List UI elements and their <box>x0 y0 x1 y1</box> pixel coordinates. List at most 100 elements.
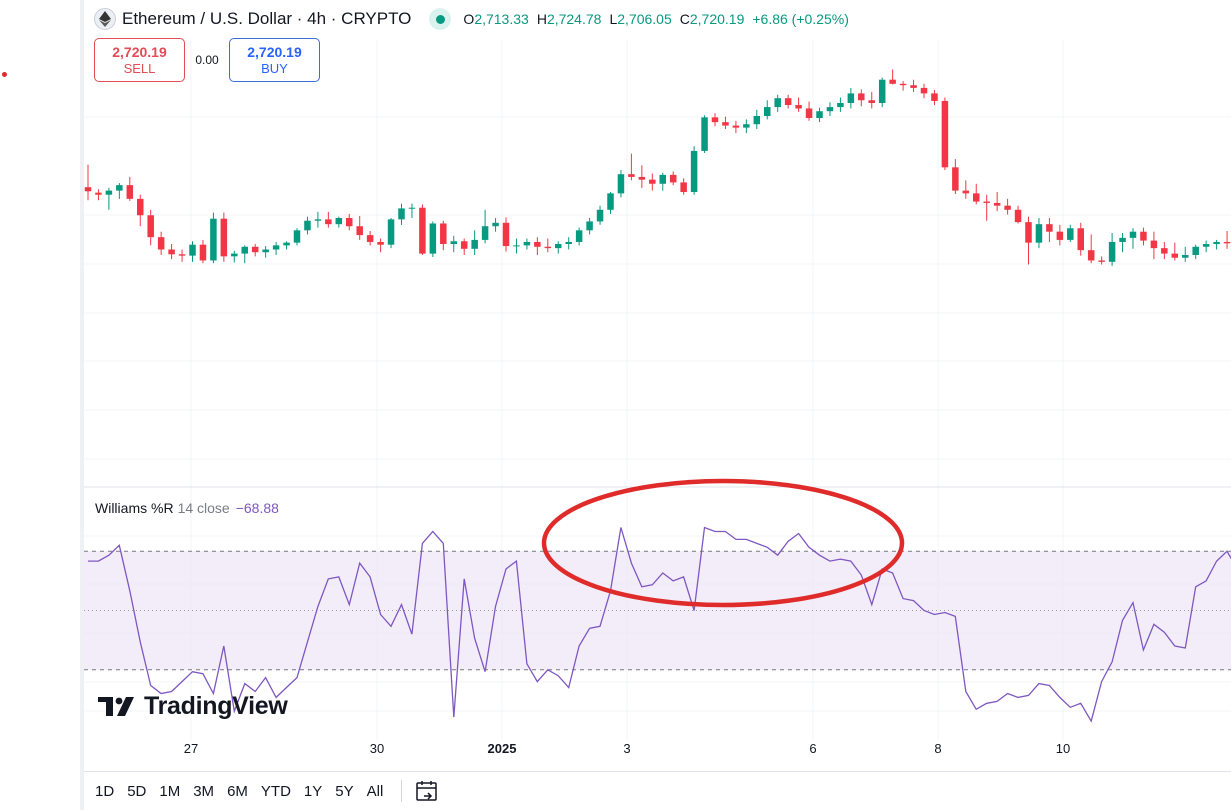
close-value: C2,720.19 <box>679 11 745 27</box>
candle-body <box>1192 246 1199 255</box>
candle <box>346 213 353 231</box>
go-to-date-button[interactable] <box>414 778 440 804</box>
open-value: O2,713.33 <box>463 11 529 27</box>
timeframe-3m-button[interactable]: 3M <box>193 782 215 800</box>
indicator-value: −68.88 <box>235 500 279 516</box>
candle-body <box>293 230 301 243</box>
market-open-status-icon[interactable] <box>429 8 452 30</box>
candle <box>1161 241 1168 260</box>
candle-body <box>805 108 813 119</box>
candle <box>596 205 604 225</box>
candle <box>335 216 343 228</box>
candle <box>628 153 635 181</box>
sell-button[interactable]: 2,720.19 SELL <box>94 38 185 82</box>
candle-body <box>272 245 280 250</box>
timeframe-ytd-button[interactable]: YTD <box>260 782 291 800</box>
date-label: 3 <box>623 741 631 756</box>
symbol-title[interactable]: Ethereum / U.S. Dollar · 4h · CRYPTO <box>122 9 412 28</box>
candle <box>753 109 761 129</box>
candle-body <box>450 241 457 245</box>
candle-body <box>168 249 175 255</box>
candle-body <box>628 174 635 177</box>
candle-body <box>732 125 740 128</box>
candle <box>816 107 823 123</box>
wpr-overbought-oversold-band <box>84 551 1231 670</box>
red-marker-dot <box>2 72 7 77</box>
candle <box>1108 233 1116 266</box>
timeframe-5y-button[interactable]: 5Y <box>335 782 354 800</box>
timeframe-all-button[interactable]: All <box>366 782 384 800</box>
candle <box>105 187 113 210</box>
candle <box>711 113 719 127</box>
candle <box>513 238 520 254</box>
candle-body <box>638 176 646 180</box>
candle <box>920 83 928 99</box>
candle <box>899 81 907 91</box>
candle-body <box>126 185 134 199</box>
candle-body <box>251 246 259 253</box>
date-label: 6 <box>809 741 817 756</box>
candle <box>429 221 437 258</box>
candle <box>387 218 395 249</box>
candle-body <box>931 93 938 101</box>
timeframe-1y-button[interactable]: 1Y <box>303 782 323 800</box>
candle-body <box>1046 224 1053 232</box>
candle-body <box>1150 240 1158 249</box>
candle <box>1171 242 1179 261</box>
candle-body <box>878 79 886 103</box>
candle <box>314 211 322 228</box>
candle <box>962 180 970 199</box>
candle <box>210 212 217 264</box>
candle-body <box>534 241 541 247</box>
annotation-ellipse[interactable] <box>541 478 905 608</box>
buy-button[interactable]: 2,720.19 BUY <box>229 38 320 82</box>
candle <box>983 194 990 221</box>
candle-body <box>774 98 781 108</box>
candle <box>565 237 572 250</box>
candle-body <box>993 202 1001 206</box>
candle-body <box>973 193 980 202</box>
spread-value: 0.00 <box>195 53 219 67</box>
candle <box>1202 240 1210 253</box>
candle-body <box>335 218 343 225</box>
candle-body <box>586 221 593 231</box>
toolbar-divider <box>80 0 84 810</box>
candle <box>419 204 426 255</box>
candle <box>1087 234 1095 264</box>
candle <box>304 216 311 235</box>
candle <box>1140 227 1147 246</box>
timeframe-1m-button[interactable]: 1M <box>159 782 181 800</box>
candle <box>701 115 708 153</box>
timeframe-6m-button[interactable]: 6M <box>227 782 248 800</box>
candle-body <box>962 190 970 194</box>
indicator-legend[interactable]: Williams %R 14 close −68.88 <box>95 500 279 516</box>
candle <box>586 218 593 235</box>
candle-body <box>1056 231 1064 240</box>
chart-area[interactable]: Ethereum / U.S. Dollar · 4h · CRYPTO O2,… <box>84 0 1231 810</box>
candle <box>471 230 478 255</box>
candle <box>1223 231 1231 249</box>
timeframe-5d-button[interactable]: 5D <box>127 782 147 800</box>
timeframe-1d-button[interactable]: 1D <box>95 782 115 800</box>
candle-body <box>711 117 719 123</box>
candle <box>649 173 656 191</box>
candle-body <box>1223 241 1231 244</box>
candle <box>878 77 886 108</box>
candle-body <box>565 241 572 245</box>
candle <box>607 191 614 214</box>
chart-canvas[interactable] <box>84 0 1231 771</box>
candle <box>784 94 792 109</box>
candle-body <box>314 219 322 221</box>
tradingview-logo[interactable]: TradingView <box>98 690 288 722</box>
candle <box>293 228 301 246</box>
candle-body <box>753 115 761 125</box>
candle <box>1192 244 1199 260</box>
candle-body <box>544 246 552 249</box>
candle <box>973 183 980 205</box>
candle-body <box>784 98 792 106</box>
candle <box>168 244 175 260</box>
candle <box>638 165 646 188</box>
candle <box>722 116 729 129</box>
candle <box>743 119 750 134</box>
